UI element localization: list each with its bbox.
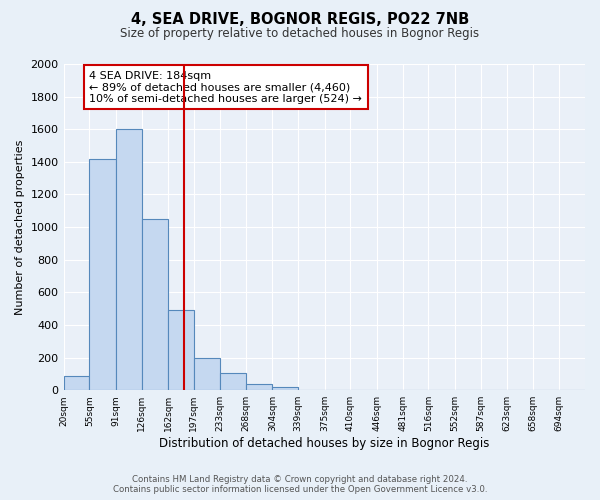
- Text: 4, SEA DRIVE, BOGNOR REGIS, PO22 7NB: 4, SEA DRIVE, BOGNOR REGIS, PO22 7NB: [131, 12, 469, 28]
- Bar: [272, 387, 298, 390]
- Y-axis label: Number of detached properties: Number of detached properties: [15, 140, 25, 315]
- Bar: [116, 129, 142, 390]
- Text: Contains HM Land Registry data © Crown copyright and database right 2024.: Contains HM Land Registry data © Crown c…: [132, 474, 468, 484]
- Bar: [246, 384, 272, 390]
- Bar: [168, 310, 194, 390]
- Bar: [220, 372, 246, 390]
- Bar: [142, 219, 168, 390]
- Text: 4 SEA DRIVE: 184sqm
← 89% of detached houses are smaller (4,460)
10% of semi-det: 4 SEA DRIVE: 184sqm ← 89% of detached ho…: [89, 70, 362, 104]
- Bar: [194, 358, 220, 390]
- X-axis label: Distribution of detached houses by size in Bognor Regis: Distribution of detached houses by size …: [159, 437, 490, 450]
- Bar: [64, 376, 89, 390]
- Text: Size of property relative to detached houses in Bognor Regis: Size of property relative to detached ho…: [121, 28, 479, 40]
- Text: Contains public sector information licensed under the Open Government Licence v3: Contains public sector information licen…: [113, 484, 487, 494]
- Bar: [89, 160, 116, 390]
